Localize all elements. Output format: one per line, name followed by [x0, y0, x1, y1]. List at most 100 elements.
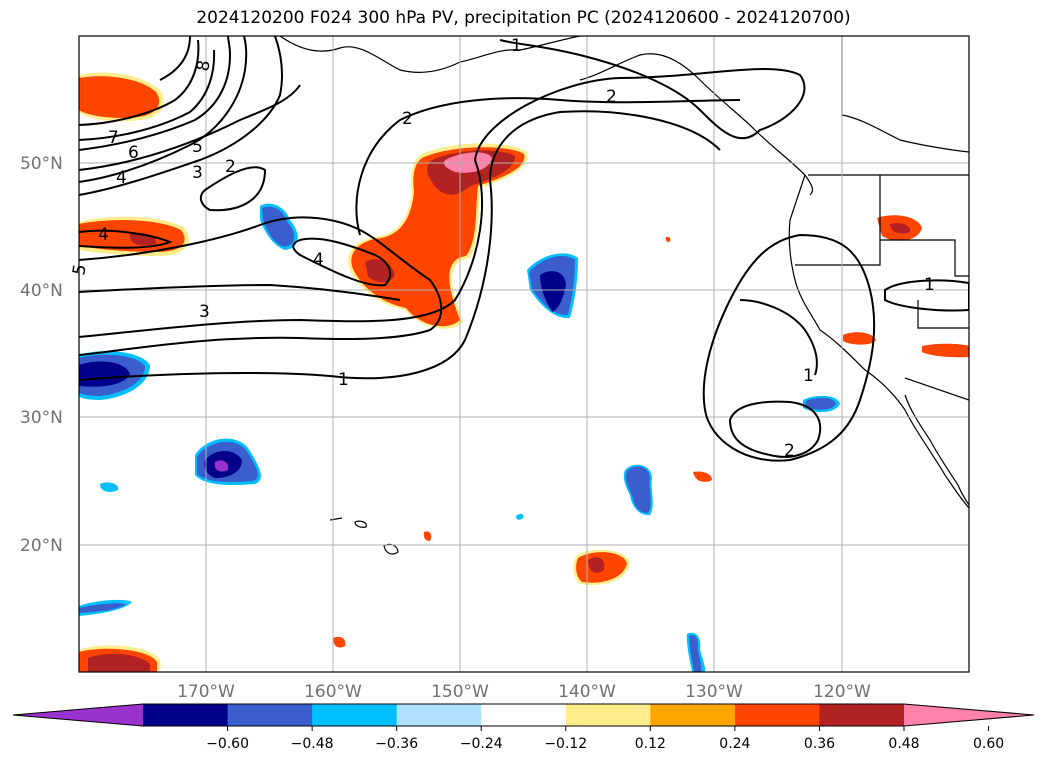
- precip-blob: [625, 466, 651, 514]
- precip-blob: [540, 271, 566, 312]
- precip-blob: [689, 635, 702, 672]
- lon-labels: 170°W 160°W 150°W 140°W 130°W 120°W: [177, 682, 871, 702]
- contour-label: 8: [193, 59, 215, 73]
- pv-contour-4: [292, 237, 392, 287]
- lat-label: 30°N: [20, 408, 63, 428]
- colorbar-segment: [227, 704, 313, 726]
- contour-label: 5: [192, 137, 203, 157]
- hawaii-island: [329, 517, 343, 521]
- na-west-coast: [788, 174, 969, 509]
- hawaii-island: [383, 543, 399, 555]
- colorbar-tick-label: 0.60: [973, 736, 1004, 752]
- colorbar: −0.60 −0.48 −0.36 −0.24 −0.12 0.12 0.24 0.36 0.4…: [12, 703, 1035, 752]
- precip-shading: [79, 72, 969, 672]
- lon-label: 170°W: [177, 682, 235, 702]
- precip-blob: [516, 513, 524, 520]
- contour-label: 4: [313, 250, 324, 270]
- pv-contour-3: [79, 283, 401, 301]
- precip-blob: [843, 332, 876, 345]
- pv-contour-2: [79, 84, 301, 171]
- colorbar-segment: [312, 704, 398, 726]
- colorbar-segment: [734, 704, 820, 726]
- precip-blob: [423, 531, 432, 541]
- colorbar-tick-label: 0.12: [635, 736, 666, 752]
- lat-labels: 50°N 40°N 30°N 20°N: [20, 154, 63, 556]
- colorbar-segment: [565, 704, 651, 726]
- lon-label: 160°W: [304, 682, 362, 702]
- contour-labels: 8 7 6 5 4 3 2 2 1 2 4 4 5 3 1 1 2 1: [69, 36, 935, 461]
- map-title: 2024120200 F024 300 hPa PV, precipitatio…: [196, 8, 851, 28]
- contour-label: 1: [803, 366, 814, 386]
- pv-contour-1: [79, 110, 721, 381]
- colorbar-segment: [143, 704, 229, 726]
- pv-contour-5: [79, 36, 232, 151]
- pv-contour-8: [159, 36, 191, 81]
- precip-blob: [100, 482, 119, 492]
- precip-blob: [351, 147, 525, 327]
- colorbar-extend-min: [13, 704, 143, 726]
- colorbar-segment: [481, 704, 567, 726]
- pv-contour-4: [79, 229, 173, 249]
- lat-label: 20°N: [20, 536, 63, 556]
- contour-label: 1: [338, 370, 349, 390]
- pv-contour-1: [79, 39, 806, 338]
- colorbar-tick-label: 0.36: [804, 736, 835, 752]
- colorbar-tick-label: −0.36: [375, 736, 418, 752]
- lat-label: 50°N: [20, 154, 63, 174]
- pv-contour-2: [199, 166, 267, 212]
- contour-label: 6: [128, 143, 139, 163]
- precip-blob: [333, 636, 346, 648]
- precip-blob: [922, 343, 969, 358]
- colorbar-segment: [396, 704, 482, 726]
- pv-contour-4: [79, 36, 248, 183]
- lon-label: 130°W: [685, 682, 743, 702]
- pv-contour-3: [79, 36, 284, 196]
- pv-contour-6: [79, 49, 216, 141]
- contour-label: 1: [924, 275, 935, 295]
- colorbar-tick-label: −0.24: [460, 736, 503, 752]
- pv-contour-1-se: [884, 279, 969, 312]
- contour-label: 4: [116, 168, 127, 188]
- colorbar-segment: [819, 704, 905, 726]
- lat-label: 40°N: [20, 281, 63, 301]
- contour-label: 1: [511, 36, 522, 56]
- lon-label: 140°W: [558, 682, 616, 702]
- us-state-border: [917, 300, 969, 329]
- precip-blob: [262, 206, 295, 247]
- contour-label: 2: [402, 109, 413, 129]
- contour-label: 5: [69, 263, 91, 277]
- pv-contour-2: [355, 97, 741, 236]
- colorbar-tick-label: −0.12: [544, 736, 587, 752]
- pv-contours: [79, 36, 969, 462]
- colorbar-tick-label: 0.24: [719, 736, 750, 752]
- colorbar-extend-max: [904, 704, 1034, 726]
- canada-border: [841, 36, 969, 153]
- pv-contour-2-east: [728, 400, 822, 458]
- us-state-border: [795, 175, 881, 266]
- precip-blob: [890, 223, 911, 234]
- map-plot-area: [79, 36, 969, 672]
- precip-blob: [588, 557, 605, 573]
- colorbar-tick-label: −0.48: [291, 736, 334, 752]
- contour-label: 2: [784, 441, 795, 461]
- hawaii-island: [354, 520, 367, 528]
- lon-label: 150°W: [431, 682, 489, 702]
- alaska-coast: [279, 36, 581, 73]
- pv-contour-2: [79, 216, 443, 356]
- us-state-border: [880, 239, 969, 277]
- precip-blob: [214, 460, 229, 472]
- precip-blob: [806, 397, 836, 410]
- contour-label: 3: [199, 302, 210, 322]
- colorbar-segment: [650, 704, 736, 726]
- precip-blob: [79, 603, 126, 613]
- pv-contour-1-east: [739, 299, 818, 376]
- graticule: [79, 36, 969, 672]
- lon-label: 120°W: [813, 682, 871, 702]
- pv-contour-7: [79, 39, 200, 126]
- contour-label: 7: [108, 128, 119, 148]
- colorbar-tick-label: 0.48: [888, 736, 919, 752]
- contour-label: 4: [98, 225, 109, 245]
- coastlines: [279, 36, 969, 555]
- contour-label: 2: [606, 87, 617, 107]
